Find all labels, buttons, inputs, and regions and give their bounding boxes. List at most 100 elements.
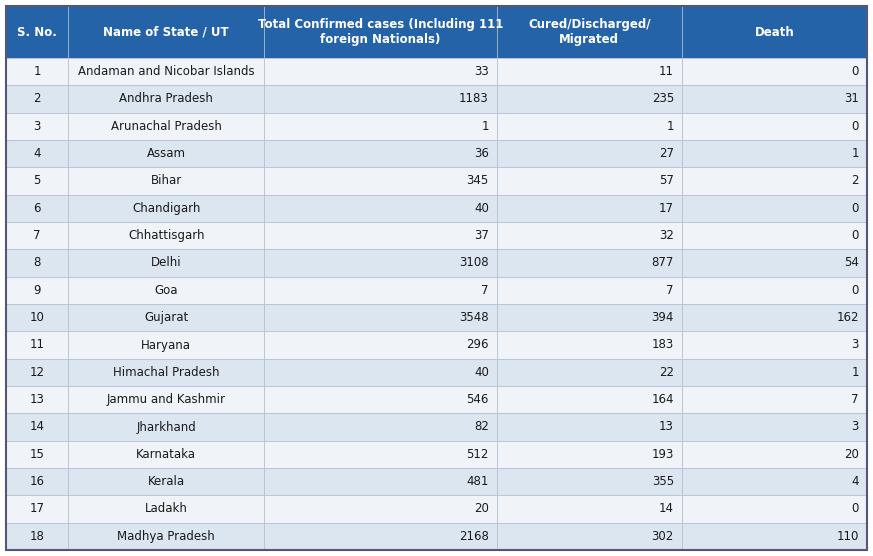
Text: 2168: 2168	[459, 530, 489, 543]
Text: 1183: 1183	[459, 92, 489, 106]
Bar	[6, 249, 68, 277]
Bar	[6, 85, 68, 113]
Bar	[265, 222, 497, 249]
Bar	[497, 304, 682, 331]
Bar	[6, 413, 68, 441]
Bar	[68, 441, 265, 468]
Text: S. No.: S. No.	[17, 26, 57, 38]
Text: Jammu and Kashmir: Jammu and Kashmir	[107, 393, 225, 406]
Text: 162: 162	[836, 311, 859, 324]
Bar	[497, 167, 682, 195]
Bar	[497, 58, 682, 85]
Text: 1: 1	[481, 120, 489, 133]
Bar	[265, 468, 497, 495]
Bar	[6, 331, 68, 359]
Bar	[6, 222, 68, 249]
Bar	[68, 413, 265, 441]
Bar	[682, 523, 867, 550]
Bar	[497, 441, 682, 468]
Text: 11: 11	[659, 65, 674, 78]
Bar	[497, 249, 682, 277]
Text: Name of State / UT: Name of State / UT	[103, 26, 229, 38]
Bar	[682, 167, 867, 195]
Bar	[682, 359, 867, 386]
Bar	[682, 495, 867, 523]
Bar	[6, 277, 68, 304]
Bar	[265, 386, 497, 413]
Bar	[682, 249, 867, 277]
Bar	[682, 413, 867, 441]
Text: 22: 22	[659, 366, 674, 379]
Bar	[68, 386, 265, 413]
Text: 14: 14	[659, 503, 674, 515]
Text: 345: 345	[466, 175, 489, 187]
Bar	[68, 113, 265, 140]
Bar	[6, 304, 68, 331]
Text: 13: 13	[659, 420, 674, 434]
Bar	[497, 85, 682, 113]
Text: Ladakh: Ladakh	[145, 503, 188, 515]
Text: 2: 2	[33, 92, 41, 106]
Text: 0: 0	[852, 120, 859, 133]
Text: 7: 7	[33, 229, 41, 242]
Text: 18: 18	[30, 530, 45, 543]
Text: 7: 7	[481, 284, 489, 297]
Text: 31: 31	[844, 92, 859, 106]
Bar	[497, 413, 682, 441]
Text: Kerala: Kerala	[148, 475, 185, 488]
Text: Death: Death	[754, 26, 794, 38]
Bar	[68, 277, 265, 304]
Bar	[68, 331, 265, 359]
Bar	[265, 441, 497, 468]
Text: 3: 3	[852, 339, 859, 351]
Bar	[682, 331, 867, 359]
Bar	[682, 222, 867, 249]
Bar	[6, 441, 68, 468]
Bar	[68, 195, 265, 222]
Bar	[497, 359, 682, 386]
Text: 0: 0	[852, 503, 859, 515]
Text: 546: 546	[466, 393, 489, 406]
Bar	[68, 359, 265, 386]
Text: 17: 17	[30, 503, 45, 515]
Bar	[265, 6, 497, 58]
Bar	[68, 523, 265, 550]
Bar	[497, 195, 682, 222]
Bar	[497, 6, 682, 58]
Bar	[682, 6, 867, 58]
Text: 33: 33	[474, 65, 489, 78]
Bar	[265, 304, 497, 331]
Bar	[682, 441, 867, 468]
Text: Arunachal Pradesh: Arunachal Pradesh	[111, 120, 222, 133]
Bar	[265, 140, 497, 167]
Text: Gujarat: Gujarat	[144, 311, 189, 324]
Text: 16: 16	[30, 475, 45, 488]
Text: Andhra Pradesh: Andhra Pradesh	[120, 92, 213, 106]
Text: 54: 54	[844, 256, 859, 270]
Text: 40: 40	[474, 202, 489, 215]
Text: 32: 32	[659, 229, 674, 242]
Text: 15: 15	[30, 448, 45, 461]
Text: 4: 4	[33, 147, 41, 160]
Bar	[682, 140, 867, 167]
Bar	[68, 58, 265, 85]
Bar	[265, 523, 497, 550]
Text: 164: 164	[651, 393, 674, 406]
Bar	[497, 222, 682, 249]
Text: Himachal Pradesh: Himachal Pradesh	[113, 366, 219, 379]
Bar	[68, 167, 265, 195]
Text: 36: 36	[474, 147, 489, 160]
Bar	[6, 6, 68, 58]
Bar	[6, 113, 68, 140]
Text: 57: 57	[659, 175, 674, 187]
Text: 17: 17	[659, 202, 674, 215]
Text: 296: 296	[466, 339, 489, 351]
Bar	[6, 167, 68, 195]
Text: 5: 5	[33, 175, 41, 187]
Bar	[68, 222, 265, 249]
Bar	[497, 277, 682, 304]
Bar	[682, 195, 867, 222]
Bar	[68, 495, 265, 523]
Bar	[265, 195, 497, 222]
Text: 6: 6	[33, 202, 41, 215]
